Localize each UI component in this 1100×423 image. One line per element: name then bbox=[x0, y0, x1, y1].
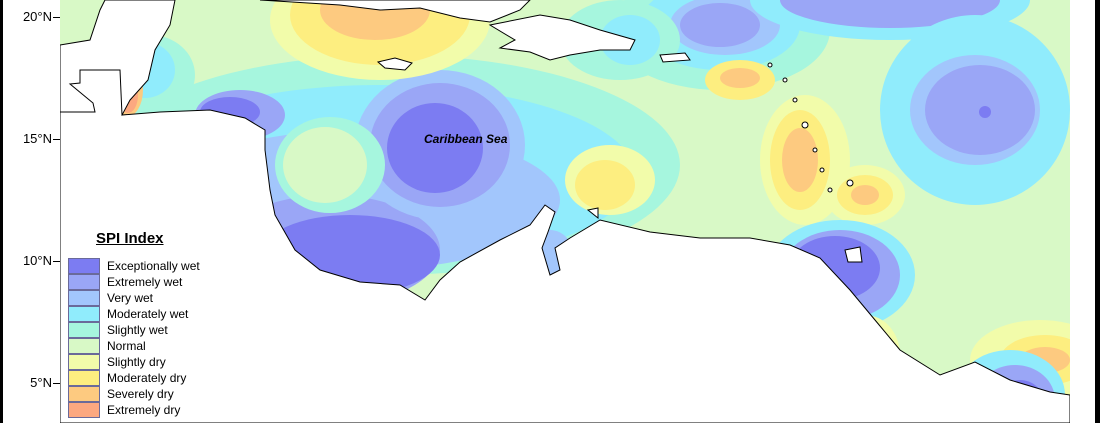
legend-label: Severely dry bbox=[107, 387, 174, 401]
legend-title: SPI Index bbox=[96, 230, 164, 247]
legend-item: Severely dry bbox=[68, 386, 228, 402]
latitude-label: 20°N bbox=[22, 9, 52, 24]
legend-label: Moderately wet bbox=[107, 307, 189, 321]
latitude-tick bbox=[53, 17, 60, 18]
latitude-tick bbox=[53, 383, 60, 384]
spi-contour-region bbox=[851, 185, 879, 205]
central-south-america bbox=[60, 0, 1070, 423]
legend-swatch bbox=[68, 290, 100, 306]
curacao bbox=[586, 207, 599, 220]
puerto-rico bbox=[659, 52, 691, 63]
frame-border-left bbox=[0, 0, 3, 423]
legend-swatch bbox=[68, 306, 100, 322]
legend-item: Extremely dry bbox=[68, 402, 228, 418]
legend-label: Very wet bbox=[107, 291, 154, 305]
legend-item: Moderately dry bbox=[68, 370, 228, 386]
legend-item: Exceptionally wet bbox=[68, 258, 228, 274]
spi-contour-region bbox=[283, 127, 367, 203]
latitude-label: 10°N bbox=[22, 253, 52, 268]
cuba bbox=[259, 0, 531, 23]
spi-contour-region bbox=[320, 0, 430, 40]
legend-label: Slightly wet bbox=[107, 323, 168, 337]
legend-item: Normal bbox=[68, 338, 228, 354]
legend-swatch bbox=[68, 322, 100, 338]
legend-swatch bbox=[68, 338, 100, 354]
caribbean-sea-label: Caribbean Sea bbox=[424, 132, 508, 146]
legend-label: Moderately dry bbox=[107, 371, 187, 385]
latitude-label: 15°N bbox=[22, 131, 52, 146]
legend-item: Slightly wet bbox=[68, 322, 228, 338]
legend-swatch bbox=[68, 402, 100, 418]
legend-item: Moderately wet bbox=[68, 306, 228, 322]
trinidad bbox=[844, 246, 863, 263]
legend-swatch bbox=[68, 274, 100, 290]
legend-swatch bbox=[68, 354, 100, 370]
lesser-antilles bbox=[767, 62, 854, 193]
latitude-tick bbox=[53, 261, 60, 262]
land-masses bbox=[60, 0, 1070, 423]
spi-contour-region bbox=[979, 106, 991, 118]
legend-label: Normal bbox=[107, 339, 146, 353]
spi-contour-region bbox=[782, 128, 818, 192]
legend-item: Slightly dry bbox=[68, 354, 228, 370]
spi-map bbox=[60, 0, 1070, 423]
legend-label: Extremely dry bbox=[107, 403, 181, 417]
jamaica bbox=[376, 57, 413, 71]
legend-item: Extremely wet bbox=[68, 274, 228, 290]
legend-swatch bbox=[68, 258, 100, 274]
latitude-label: 5°N bbox=[30, 375, 52, 390]
latitude-tick bbox=[53, 139, 60, 140]
spi-contour-region bbox=[575, 160, 635, 210]
guatemala-border bbox=[60, 69, 123, 116]
frame-border-right bbox=[1095, 0, 1100, 423]
legend-label: Slightly dry bbox=[107, 355, 166, 369]
legend-swatch bbox=[68, 370, 100, 386]
spi-contour-region bbox=[680, 3, 760, 47]
spi-contour-region bbox=[387, 103, 483, 193]
spi-contour-region bbox=[720, 68, 760, 88]
hispaniola bbox=[488, 14, 636, 61]
legend-swatch bbox=[68, 386, 100, 402]
legend-label: Extremely wet bbox=[107, 275, 183, 289]
legend-item: Very wet bbox=[68, 290, 228, 306]
legend-label: Exceptionally wet bbox=[107, 259, 200, 273]
